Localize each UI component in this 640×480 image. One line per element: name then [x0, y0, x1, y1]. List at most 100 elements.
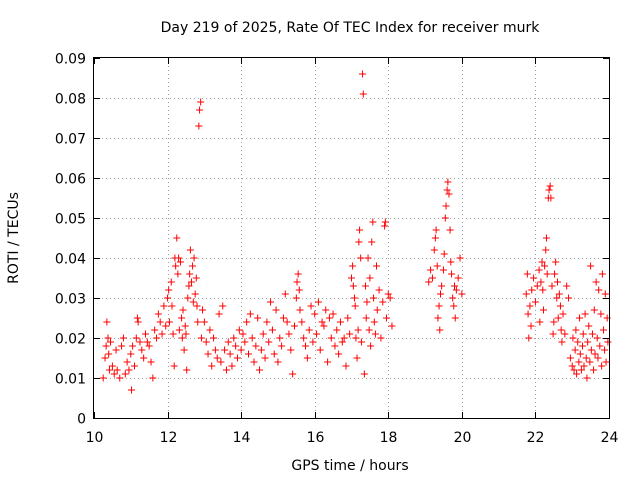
data-point: [430, 246, 438, 254]
data-point: [107, 338, 115, 346]
data-point: [267, 298, 275, 306]
data-point: [113, 366, 121, 374]
data-point: [371, 330, 379, 338]
data-point: [563, 282, 571, 290]
data-point: [123, 358, 131, 366]
data-point: [382, 314, 390, 322]
data-point: [116, 374, 124, 382]
data-point: [359, 90, 367, 98]
data-point: [132, 334, 140, 342]
data-point: [598, 362, 606, 370]
data-point: [300, 334, 308, 342]
data-point: [553, 294, 561, 302]
data-point: [432, 226, 440, 234]
data-point: [538, 258, 546, 266]
data-point: [598, 270, 606, 278]
data-point: [200, 318, 208, 326]
chart-title: Day 219 of 2025, Rate Of TEC Index for r…: [161, 20, 541, 36]
data-point: [180, 346, 188, 354]
data-point: [314, 298, 322, 306]
data-point: [311, 310, 319, 318]
data-point: [187, 278, 195, 286]
data-point: [101, 354, 109, 362]
data-point: [206, 326, 214, 334]
data-point: [108, 362, 116, 370]
data-point: [526, 302, 534, 310]
data-point: [283, 318, 291, 326]
y-tick-label: 0: [77, 412, 86, 428]
data-point: [186, 246, 194, 254]
data-point: [303, 354, 311, 362]
data-point: [202, 338, 210, 346]
data-point: [540, 306, 548, 314]
data-point: [295, 286, 303, 294]
data-point: [154, 310, 162, 318]
data-point: [448, 270, 456, 278]
data-point: [219, 302, 227, 310]
data-point: [556, 302, 564, 310]
data-point: [248, 334, 256, 342]
data-point: [441, 214, 449, 222]
data-point: [425, 278, 433, 286]
data-point: [309, 338, 317, 346]
data-point: [259, 330, 267, 338]
data-point: [335, 350, 343, 358]
data-point: [588, 330, 596, 338]
y-tick-label: 0.08: [55, 92, 86, 108]
data-point: [189, 298, 197, 306]
data-point: [574, 338, 582, 346]
data-point: [167, 278, 175, 286]
data-point: [360, 370, 368, 378]
data-point: [169, 330, 177, 338]
data-point: [442, 202, 450, 210]
x-tick-label: 10: [86, 430, 104, 446]
data-point: [302, 342, 310, 350]
data-point: [584, 338, 592, 346]
data-point: [191, 290, 199, 298]
data-point: [381, 222, 389, 230]
data-point: [348, 274, 355, 282]
data-point: [572, 326, 580, 334]
data-point: [594, 354, 602, 362]
data-point: [195, 122, 203, 130]
data-point: [569, 334, 577, 342]
data-point: [293, 278, 301, 286]
data-point: [349, 262, 357, 270]
data-point: [232, 342, 240, 350]
data-point: [361, 282, 369, 290]
data-point: [535, 266, 543, 274]
data-point: [431, 234, 439, 242]
data-point: [228, 362, 236, 370]
data-point: [357, 254, 365, 262]
y-tick-label: 0.01: [55, 372, 86, 388]
data-point: [454, 274, 462, 282]
data-point: [290, 322, 298, 330]
data-point: [110, 370, 118, 378]
data-point: [599, 326, 607, 334]
data-point: [587, 346, 595, 354]
data-point: [208, 362, 216, 370]
data-point: [179, 306, 187, 314]
data-point: [566, 354, 574, 362]
data-point: [449, 294, 457, 302]
data-point: [436, 326, 444, 334]
data-point: [524, 310, 532, 318]
data-point: [170, 362, 178, 370]
data-point: [235, 326, 243, 334]
data-point: [592, 278, 600, 286]
data-point: [134, 318, 142, 326]
x-tick-label: 20: [454, 430, 472, 446]
data-point: [528, 286, 536, 294]
data-point: [192, 274, 200, 282]
data-point: [261, 354, 269, 362]
data-point: [181, 322, 189, 330]
data-point: [364, 254, 372, 262]
data-point: [149, 374, 157, 382]
x-tick-label: 18: [380, 430, 398, 446]
data-point: [547, 194, 555, 202]
data-point: [381, 218, 389, 226]
data-point: [446, 226, 454, 234]
data-point: [185, 282, 193, 290]
data-point: [568, 362, 576, 370]
data-point: [194, 318, 202, 326]
